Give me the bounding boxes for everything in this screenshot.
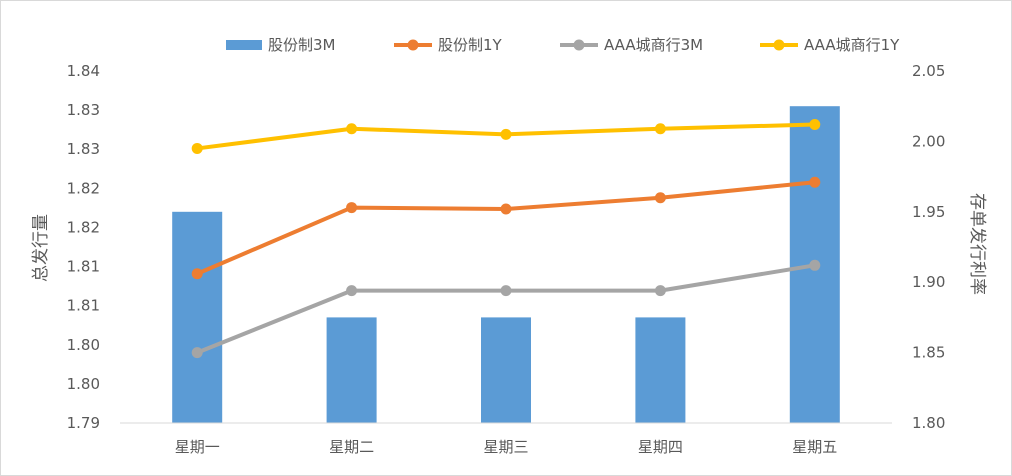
- series-point: [346, 285, 358, 297]
- bar: [481, 317, 531, 423]
- left-axis-tick-label: 1.83: [67, 101, 100, 119]
- right-axis-tick-label: 1.90: [912, 273, 945, 291]
- left-axis-tick-label: 1.81: [67, 297, 100, 315]
- legend-marker: [573, 39, 585, 51]
- x-axis-tick-label: 星期四: [638, 438, 683, 456]
- legend-marker: [773, 39, 785, 51]
- legend-label: 股份制1Y: [438, 36, 503, 54]
- right-axis-tick-label: 2.00: [912, 132, 945, 150]
- series-point: [500, 128, 512, 140]
- series-point: [191, 142, 203, 154]
- series-point: [809, 176, 821, 188]
- left-axis-tick-label: 1.83: [67, 140, 100, 158]
- x-axis-ticks: 星期一 星期二 星期三 星期四 星期五: [175, 438, 838, 456]
- legend-marker: [407, 39, 419, 51]
- left-axis-tick-label: 1.82: [67, 179, 100, 197]
- left-axis-title: 总发行量: [31, 214, 51, 282]
- bar: [326, 317, 377, 423]
- watermark-logo-icon-secondary: [26, 449, 40, 463]
- left-axis-tick-label: 1.82: [67, 218, 100, 236]
- x-axis-tick-label: 星期三: [483, 438, 528, 456]
- series-point: [654, 123, 666, 135]
- watermark-logo-icon: [12, 446, 32, 466]
- line-series: [191, 119, 821, 359]
- series-point: [500, 203, 512, 215]
- series-point: [654, 192, 666, 204]
- watermark-text: 大数跨境: [46, 446, 118, 468]
- legend-label: 股份制3M: [268, 36, 336, 54]
- legend-label: AAA城商行3M: [604, 36, 703, 54]
- bar: [172, 211, 223, 423]
- legend-label: AAA城商行1Y: [804, 36, 900, 54]
- left-axis-tick-label: 1.79: [67, 414, 100, 432]
- right-axis-tick-label: 1.95: [912, 203, 945, 221]
- series-point: [346, 123, 358, 135]
- left-axis-tick-label: 1.80: [67, 375, 100, 393]
- x-axis-tick-label: 星期一: [175, 438, 220, 456]
- series-point: [346, 202, 358, 214]
- watermark: 大数跨境: [12, 446, 118, 468]
- right-axis-tick-label: 1.80: [912, 414, 945, 432]
- legend: 股份制3M 股份制1Y AAA城商行3M AAA城商行1Y: [226, 36, 900, 54]
- series-point: [500, 285, 512, 297]
- bar-series: [172, 106, 840, 423]
- right-axis-title: 存单发行利率: [967, 193, 987, 295]
- legend-bar-swatch: [226, 40, 262, 50]
- bar: [635, 317, 686, 423]
- series-point: [809, 259, 821, 271]
- left-axis-tick-label: 1.81: [67, 258, 100, 276]
- series-line: [195, 180, 817, 276]
- left-axis-tick-label: 1.84: [67, 62, 100, 80]
- series-point: [809, 119, 821, 131]
- series-point: [191, 347, 203, 359]
- right-axis-ticks: 1.80 1.85 1.90 1.95 2.00 2.05: [912, 62, 945, 432]
- left-axis-tick-label: 1.80: [67, 336, 100, 354]
- x-axis-tick-label: 星期二: [329, 438, 374, 456]
- series-point: [654, 285, 666, 297]
- series-point: [191, 268, 203, 280]
- right-axis-tick-label: 2.05: [912, 62, 945, 80]
- x-axis-tick-label: 星期五: [792, 438, 837, 456]
- left-axis-ticks: 1.79 1.80 1.80 1.81 1.81 1.82 1.82 1.83 1.83 1.84: [67, 62, 100, 432]
- right-axis-tick-label: 1.85: [912, 344, 945, 362]
